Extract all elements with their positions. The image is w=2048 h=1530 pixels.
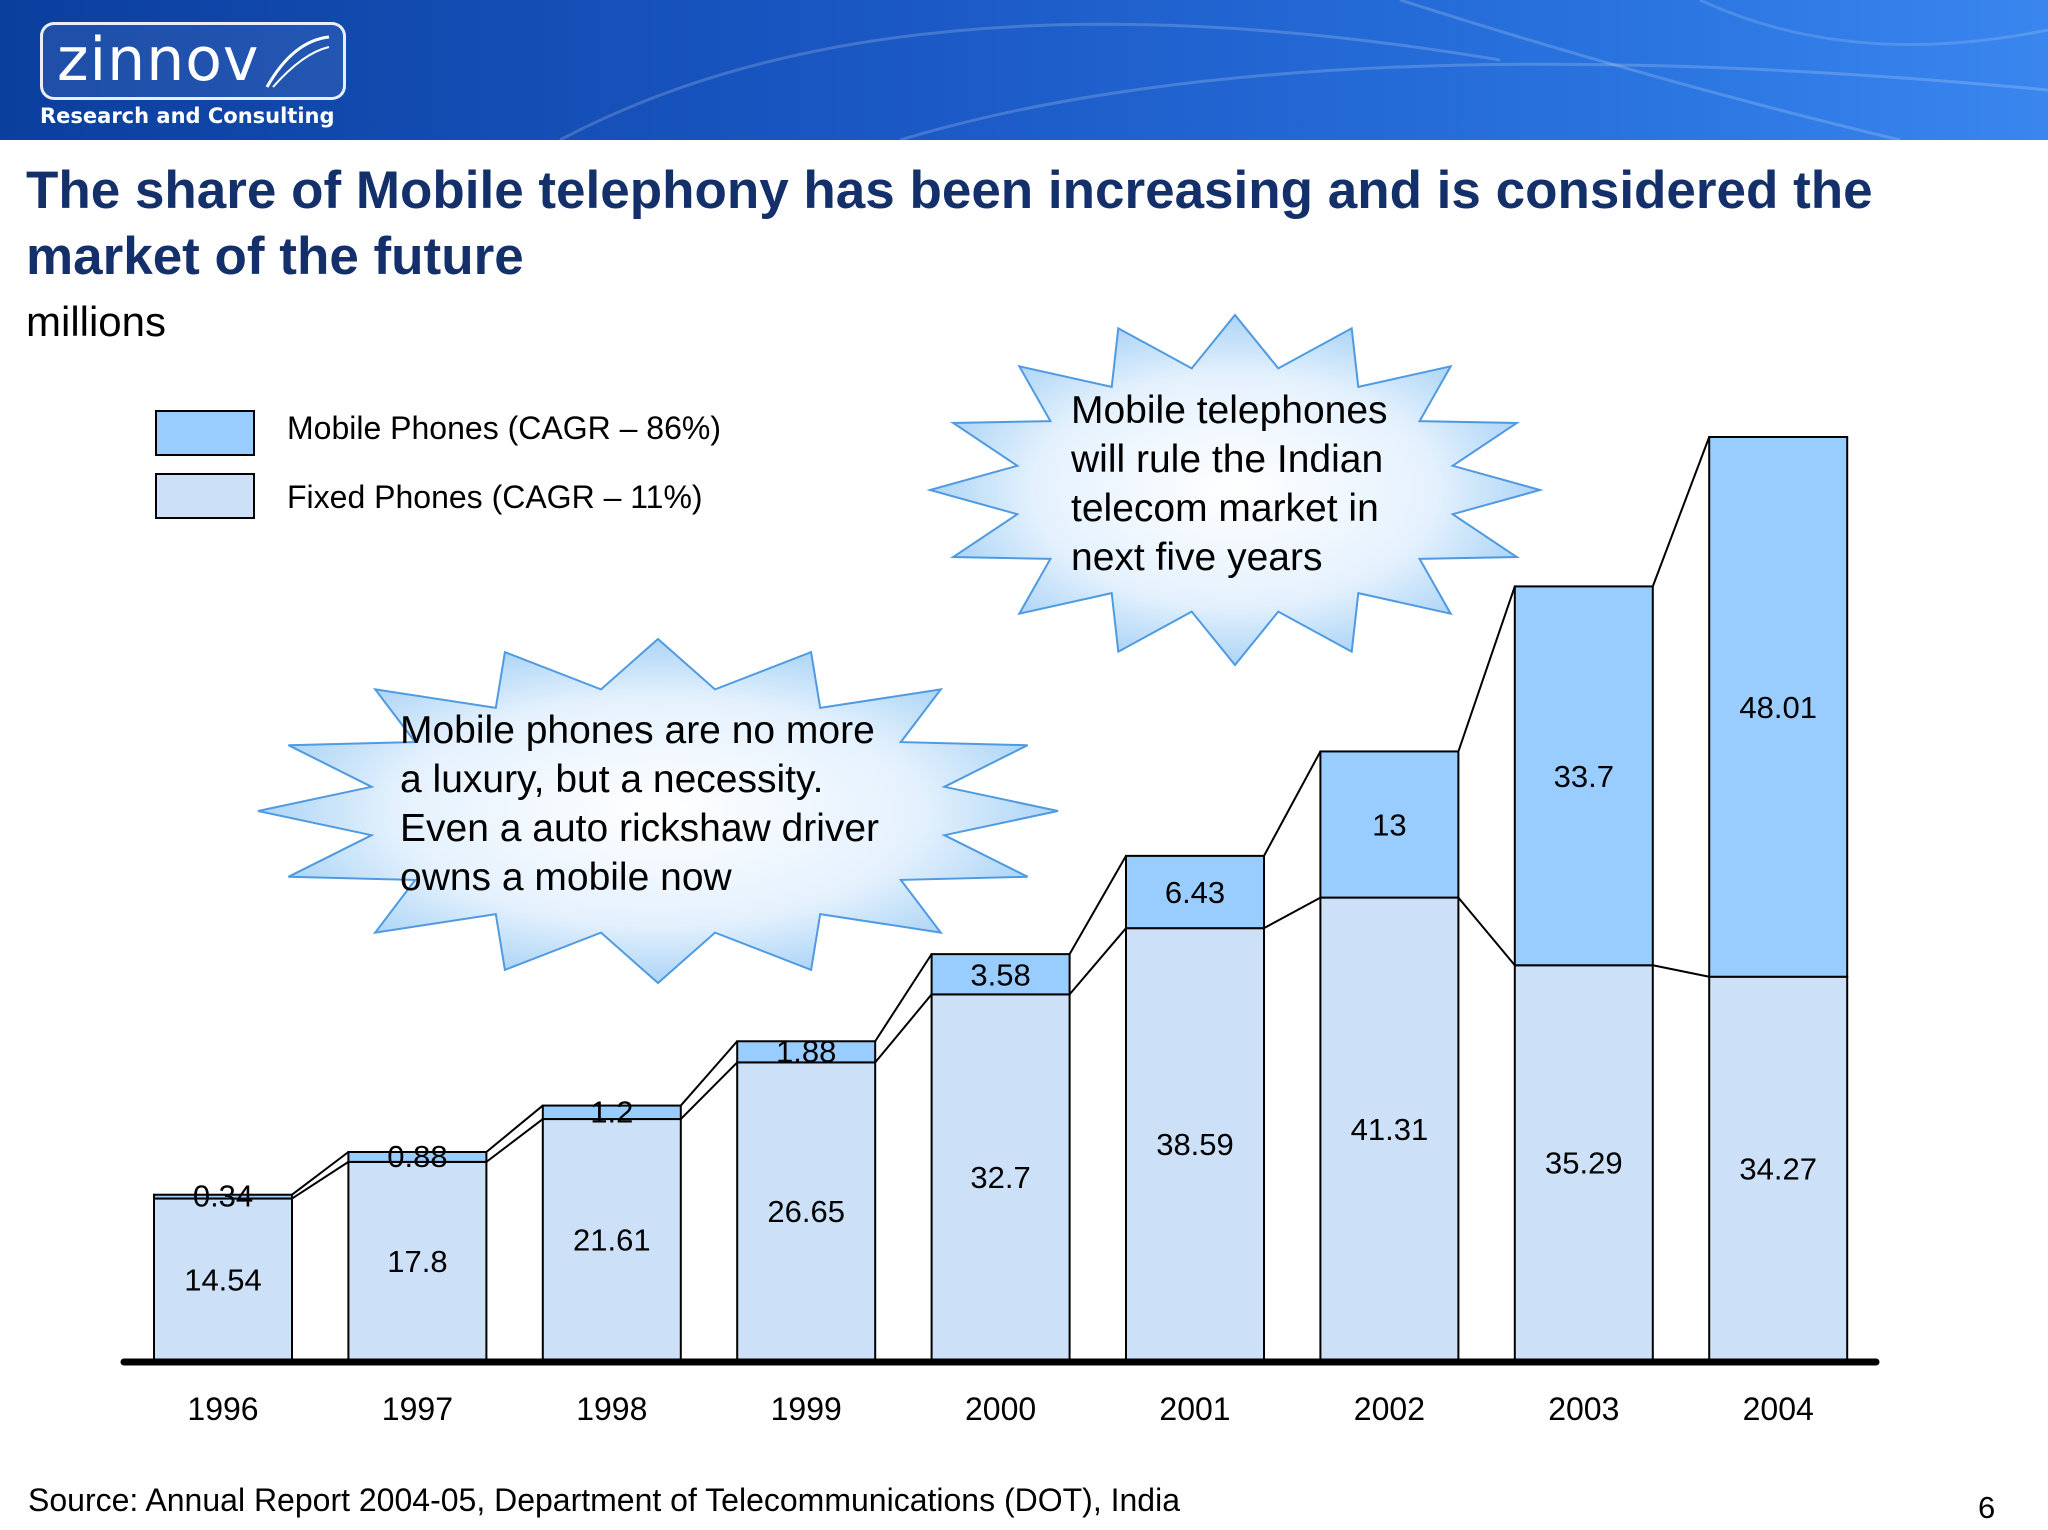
bar-fixed-2003 [1513,964,1654,1363]
bar-mobile-2004 [1708,436,1849,978]
data-label-fixed-1999: 26.65 [767,1194,845,1229]
connector-total-1 [485,1104,544,1153]
connector-fixed-4 [1068,927,1127,996]
callout-mobile-future: Mobile telephones will rule the Indian t… [1071,386,1388,582]
legend-swatch-fixed [155,473,255,519]
legend-label-mobile: Mobile Phones (CAGR – 86%) [287,410,721,446]
callout-line: will rule the Indian [1071,438,1384,481]
bar-fixed-1997 [347,1160,488,1363]
data-label-fixed-2001: 38.59 [1156,1127,1234,1162]
data-label-mobile-2001: 6.43 [1165,875,1225,910]
data-label-fixed-1996: 14.54 [184,1262,262,1297]
logo-tagline: Research and Consulting [40,104,335,128]
callout-burst-left [257,637,1059,985]
callout-line: next five years [1071,536,1323,579]
x-tick-label-2004: 2004 [1743,1391,1814,1427]
callout-line: a luxury, but a necessity. [400,758,824,801]
callout-line: Even a auto rickshaw driver [400,807,880,850]
logo: zinnov [40,22,346,100]
data-label-mobile-2002: 13 [1372,808,1406,843]
bar-mobile-2000 [930,953,1071,996]
x-tick-label-1996: 1996 [187,1391,258,1427]
data-label-mobile-2004: 48.01 [1739,690,1817,725]
data-label-mobile-1996: 0.34 [193,1179,253,1214]
bar-fixed-1996 [153,1197,293,1364]
logo-swoosh-icon [265,35,330,88]
bar-mobile-1997 [347,1150,488,1163]
header-decoration [559,0,2048,140]
bar-fixed-2004 [1708,975,1849,1363]
x-tick-label-2003: 2003 [1548,1391,1619,1427]
connector-total-2 [680,1040,738,1107]
connector-fixed-1 [485,1118,544,1163]
bar-mobile-1999 [736,1040,877,1064]
connector-total-7 [1651,436,1711,587]
x-tick-label-2002: 2002 [1354,1391,1425,1427]
data-label-fixed-1998: 21.61 [573,1223,651,1258]
bar-mobile-2002 [1319,750,1460,899]
data-label-mobile-1997: 0.88 [387,1139,447,1174]
connector-fixed-5 [1263,896,1321,930]
x-tick-label-2000: 2000 [965,1391,1036,1427]
connector-fixed-0 [291,1161,349,1200]
callout-line: telecom market in [1071,487,1379,530]
bar-mobile-2001 [1125,854,1265,930]
connector-fixed-7 [1652,964,1710,978]
connector-total-4 [1068,855,1127,955]
source-note: Source: Annual Report 2004-05, Departmen… [28,1482,1180,1518]
callout-line: Mobile phones are no more [400,709,875,752]
data-label-fixed-2004: 34.27 [1739,1151,1817,1186]
bar-mobile-1996 [153,1193,293,1200]
bar-fixed-1998 [541,1118,682,1364]
unit-label: millions [26,298,167,345]
connector-total-6 [1457,586,1516,752]
data-label-mobile-2000: 3.58 [970,957,1030,992]
connector-fixed-2 [680,1061,738,1120]
callout-mobile-necessity: Mobile phones are no more a luxury, but … [400,706,879,902]
bar-mobile-2003 [1513,585,1654,967]
x-tick-label-2001: 2001 [1159,1391,1230,1427]
bar-fixed-2002 [1319,896,1460,1364]
data-label-fixed-2002: 41.31 [1351,1112,1429,1147]
data-label-fixed-2003: 35.29 [1545,1146,1623,1181]
x-tick-label-1999: 1999 [771,1391,842,1427]
data-label-mobile-1998: 1.2 [590,1094,633,1129]
bar-fixed-2000 [930,993,1071,1363]
logo-wordmark: zinnov [57,25,260,95]
connector-total-3 [874,953,933,1042]
callout-burst-top [926,313,1544,667]
data-label-fixed-1997: 17.8 [387,1244,447,1279]
x-tick-label-1997: 1997 [382,1391,453,1427]
bar-fixed-1999 [736,1061,877,1364]
bar-mobile-1998 [541,1104,682,1121]
connector-fixed-6 [1457,896,1516,966]
callout-line: owns a mobile now [400,856,732,899]
page-number: 6 [1978,1490,1996,1525]
data-label-fixed-2000: 32.7 [970,1160,1030,1195]
callout-line: Mobile telephones [1071,389,1388,432]
connector-fixed-3 [874,993,933,1064]
data-label-mobile-2003: 33.7 [1554,759,1614,794]
legend-label-fixed: Fixed Phones (CAGR – 11%) [287,479,703,515]
page-title: The share of Mobile telephony has been i… [26,161,1873,286]
x-tick-label-1998: 1998 [576,1391,647,1427]
header-banner: zinnov Research and Consulting [0,0,2048,140]
legend-swatch-mobile [155,410,255,456]
connector-total-0 [291,1151,350,1196]
data-label-mobile-1999: 1.88 [776,1034,836,1069]
connector-total-5 [1263,750,1322,857]
